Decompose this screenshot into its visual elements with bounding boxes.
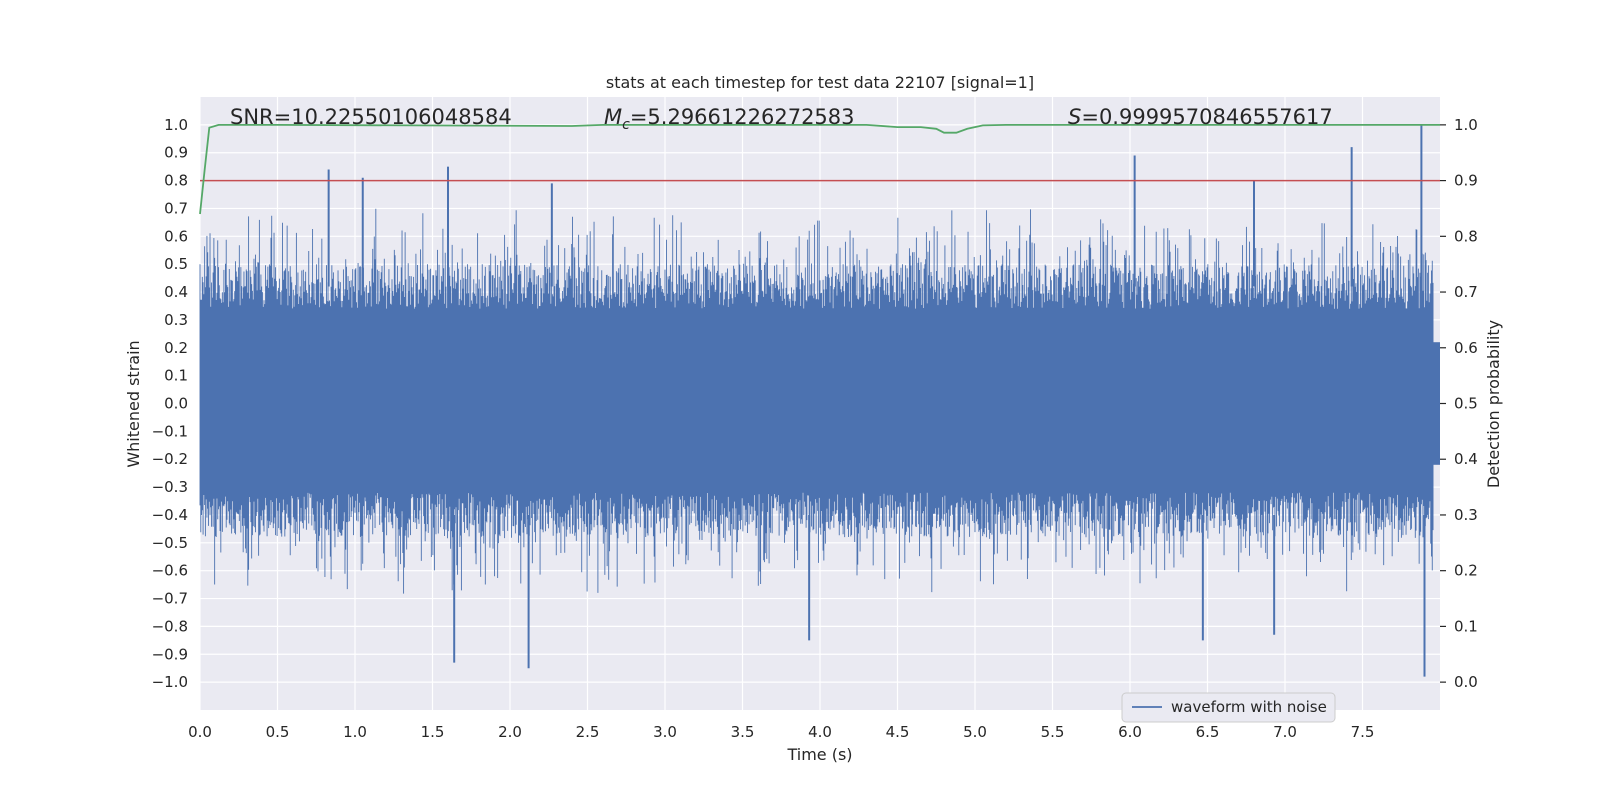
x-tick-label: 3.5 — [731, 723, 755, 741]
legend-label: waveform with noise — [1171, 698, 1327, 716]
chirp-mass-annotation: Mc=5.29661226272583 — [604, 105, 855, 133]
chirp-mass-subscript: c — [622, 117, 630, 133]
x-tick-label: 1.0 — [343, 723, 367, 741]
detection-stat-symbol: S — [1068, 105, 1081, 129]
x-axis-label: Time (s) — [786, 745, 852, 764]
y-tick-label: −0.3 — [152, 478, 188, 496]
chirp-mass-symbol: M — [604, 105, 622, 129]
x-tick-label: 4.5 — [886, 723, 910, 741]
y2-tick-label: 0.0 — [1454, 673, 1478, 691]
snr-annotation: SNR=10.22550106048584 — [230, 105, 512, 129]
y-tick-label: −0.7 — [152, 590, 188, 608]
y-tick-label: 0.2 — [164, 339, 188, 357]
x-tick-label: 1.5 — [421, 723, 445, 741]
x-tick-label: 2.0 — [498, 723, 522, 741]
y-tick-label: −0.6 — [152, 562, 188, 580]
x-tick-label: 5.0 — [963, 723, 987, 741]
legend-box — [1121, 692, 1336, 723]
y-tick-label: −1.0 — [152, 673, 188, 691]
y2-tick-label: 0.3 — [1454, 506, 1478, 524]
y-tick-label: 1.0 — [164, 116, 188, 134]
x-tick-label: 3.0 — [653, 723, 677, 741]
waveform-noise — [199, 208, 1434, 594]
y-tick-label: −0.4 — [152, 506, 188, 524]
y-tick-label: −0.1 — [152, 422, 188, 440]
y-tick-label: −0.2 — [152, 450, 188, 468]
y2-tick-label: 0.9 — [1454, 172, 1478, 190]
x-tick-label: 0.5 — [266, 723, 290, 741]
y-tick-label: 0.0 — [164, 395, 188, 413]
detection-stat-annotation: S=0.9999570846557617 — [1068, 105, 1333, 129]
detection-stat-value: =0.9999570846557617 — [1081, 105, 1332, 129]
y2-tick-label: 0.4 — [1454, 450, 1478, 468]
y2-tick-label: 0.8 — [1454, 227, 1478, 245]
y2-tick-label: 1.0 — [1454, 116, 1478, 134]
chirp-mass-value: =5.29661226272583 — [630, 105, 855, 129]
y-tick-label: 0.8 — [164, 172, 188, 190]
y-tick-label: 0.6 — [164, 227, 188, 245]
x-tick-label: 5.5 — [1041, 723, 1065, 741]
y-axis-ticks: 1.0 0.9 0.8 0.7 0.6 0.5 0.4 0.3 0.2 0.1 0.0 −0.1 −0.… — [152, 116, 188, 691]
y2-tick-label: 0.7 — [1454, 283, 1478, 301]
y2-tick-label: 0.5 — [1454, 395, 1478, 413]
y-tick-label: 0.5 — [164, 255, 188, 273]
legend: waveform with noise — [1121, 692, 1336, 723]
x-tick-label: 6.5 — [1196, 723, 1220, 741]
y2-axis-label: Detection probability — [1484, 320, 1503, 488]
y-tick-label: 0.1 — [164, 367, 188, 385]
y-tick-label: 0.9 — [164, 144, 188, 162]
detection-probability-line — [199, 124, 1440, 215]
y-tick-label: 0.3 — [164, 311, 188, 329]
x-tick-label: 2.5 — [576, 723, 600, 741]
y-tick-label: −0.5 — [152, 534, 188, 552]
y2-tick-label: 0.6 — [1454, 339, 1478, 357]
y2-tick-label: 0.1 — [1454, 617, 1478, 635]
x-axis-ticks: 0.0 0.5 1.0 1.5 2.0 2.5 3.0 3.5 4.0 4.5 5.0 5.5 6.0 6… — [188, 723, 1374, 741]
y2-axis-ticks: 1.0 0.9 0.8 0.7 0.6 0.5 0.4 0.3 0.2 0.1 0.0 — [1440, 116, 1478, 691]
x-tick-label: 7.0 — [1273, 723, 1297, 741]
waveform-series — [199, 124, 1440, 677]
x-tick-label: 7.5 — [1351, 723, 1375, 741]
y-tick-label: 0.7 — [164, 199, 188, 217]
y-tick-label: −0.9 — [152, 645, 188, 663]
chart-title: stats at each timestep for test data 221… — [606, 73, 1034, 92]
x-tick-label: 6.0 — [1118, 723, 1142, 741]
y-tick-label: 0.4 — [164, 283, 188, 301]
y2-tick-label: 0.2 — [1454, 562, 1478, 580]
y-tick-label: −0.8 — [152, 617, 188, 635]
x-tick-label: 4.0 — [808, 723, 832, 741]
y-axis-label: Whitened strain — [124, 340, 143, 467]
x-tick-label: 0.0 — [188, 723, 212, 741]
